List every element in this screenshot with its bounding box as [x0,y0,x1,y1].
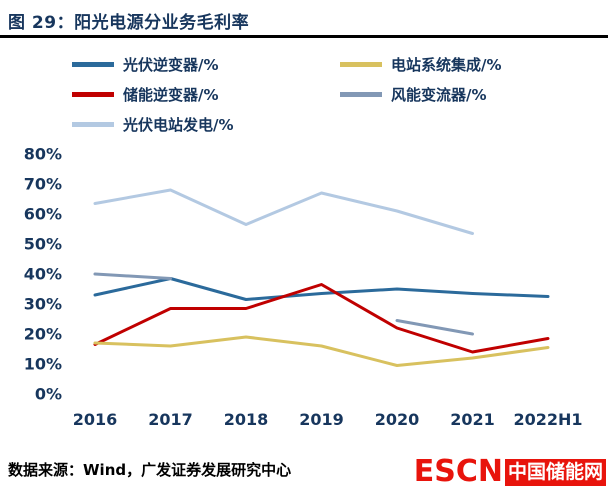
legend-item-wind-converter: 风能变流器/% [340,84,608,105]
y-axis-tick-label: 60% [24,205,62,224]
legend-label-pv-inverter: 光伏逆变器/% [123,56,219,74]
x-axis-tick-label: 2016 [73,410,118,429]
legend-label-wind-converter: 风能变流器/% [391,86,487,104]
y-axis-tick-label: 10% [24,355,62,374]
legend-item-storage-inverter: 储能逆变器/% [72,84,340,105]
x-axis-tick-label: 2019 [299,410,344,429]
x-axis-tick-label: 2018 [224,410,269,429]
legend-item-pv-station-power: 光伏电站发电/% [72,114,340,135]
figure-title: 图 29：阳光电源分业务毛利率 [0,0,608,35]
escn-logo: ESCN 中国储能网 [409,454,606,489]
y-axis-tick-label: 40% [24,265,62,284]
x-axis-tick-label: 2021 [450,410,495,429]
legend-item-pv-inverter: 光伏逆变器/% [72,54,340,75]
legend-swatch-station-integration [340,62,382,67]
y-axis-tick-label: 80% [24,145,62,164]
legend-swatch-pv-inverter [72,62,114,67]
legend-label-storage-inverter: 储能逆变器/% [123,86,219,104]
series-line-storage-inverter [93,283,550,354]
data-source-text: 数据来源：Wind，广发证券发展研究中心 [8,460,292,479]
chart-legend: 光伏逆变器/% 电站系统集成/% 储能逆变器/% 风能变流器/% 光伏电站发电/% [72,54,608,135]
series-line-pv-station-power [93,188,474,235]
line-chart: 0% 10% 20% 30% 40% 50% 60% 70% 80% 2016 2017 2018 20… [24,145,583,430]
y-axis-tick-label: 50% [24,235,62,254]
legend-swatch-wind-converter [340,92,382,97]
legend-label-pv-station-power: 光伏电站发电/% [123,116,234,134]
y-axis-tick-label: 30% [24,295,62,314]
y-axis-tick-label: 0% [35,385,62,404]
series-line-pv-inverter [93,277,550,301]
legend-swatch-pv-station-power [72,122,114,127]
title-underline [0,35,608,38]
escn-logo-cn-text: 中国储能网 [504,458,606,486]
x-axis-tick-label: 2017 [148,410,193,429]
escn-logo-text: ESCN [413,454,503,489]
footer: 数据来源：Wind，广发证券发展研究中心 ESCN 中国储能网 [0,449,608,489]
y-axis-tick-label: 20% [24,325,62,344]
legend-swatch-storage-inverter [72,92,114,97]
legend-label-station-integration: 电站系统集成/% [391,56,502,74]
y-axis-tick-label: 70% [24,175,62,194]
figure-title-text: 图 29：阳光电源分业务毛利率 [8,13,250,33]
series-line-station-integration [93,335,550,367]
x-axis-tick-label: 2022H1 [513,410,582,429]
series-line-wind-converter [93,272,474,336]
x-axis-tick-label: 2020 [375,410,420,429]
legend-item-station-integration: 电站系统集成/% [340,54,608,75]
